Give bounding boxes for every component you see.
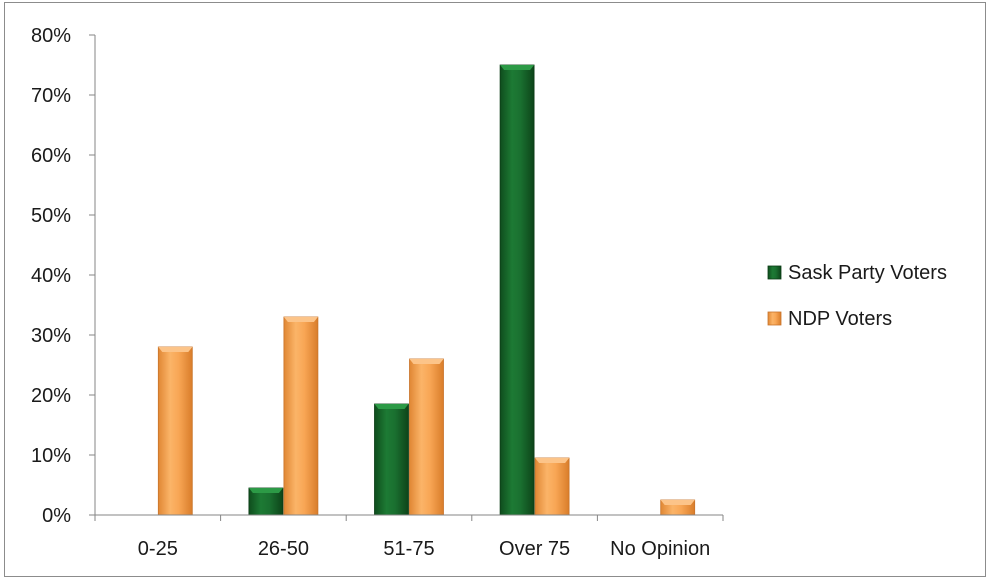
- legend-label: Sask Party Voters: [788, 262, 947, 284]
- x-tick-label: 0-25: [138, 538, 178, 560]
- bar-body: [409, 358, 444, 516]
- x-tick-label: 26-50: [258, 538, 309, 560]
- y-tick-label: 60%: [31, 145, 71, 167]
- bar-cap: [158, 347, 193, 352]
- bar-cap: [374, 404, 409, 409]
- bar-ndp: [660, 499, 696, 516]
- bar-body: [499, 64, 535, 516]
- y-axis: 0% 10% 20% 30% 40% 50% 60% 70% 80%: [31, 25, 95, 527]
- legend-swatch: [767, 265, 782, 280]
- bar-ndp: [283, 316, 319, 516]
- legend-label: NDP Voters: [788, 308, 892, 330]
- bar-cap: [248, 488, 283, 493]
- y-tick-label: 10%: [31, 445, 71, 467]
- bar-cap: [660, 500, 695, 505]
- y-tick-label: 40%: [31, 265, 71, 287]
- bar-cap: [283, 317, 318, 322]
- x-axis: 0-25 26-50 51-75 Over 75 No Opinion: [94, 515, 724, 560]
- y-tick-label: 70%: [31, 85, 71, 107]
- axes-lines: [94, 35, 723, 516]
- bar-body: [157, 346, 193, 516]
- bars: [157, 64, 696, 516]
- bar-cap: [500, 65, 535, 70]
- y-tick-label: 50%: [31, 205, 71, 227]
- bar-ndp: [534, 457, 570, 516]
- bar-ndp: [157, 346, 193, 516]
- x-tick-label: 51-75: [383, 538, 434, 560]
- legend: Sask Party Voters NDP Voters: [767, 262, 947, 330]
- bar-body: [283, 316, 319, 516]
- bar-sask-party: [248, 487, 284, 516]
- y-tick-label: 0%: [42, 505, 71, 527]
- y-tick-label: 30%: [31, 325, 71, 347]
- legend-swatch: [767, 311, 782, 326]
- bar-sask-party: [374, 403, 409, 516]
- x-tick-label: Over 75: [499, 538, 570, 560]
- legend-item-ndp: NDP Voters: [767, 308, 892, 330]
- bar-body: [534, 457, 570, 516]
- bar-body: [374, 403, 409, 516]
- x-tick-label: No Opinion: [610, 538, 710, 560]
- y-tick-label: 80%: [31, 25, 71, 47]
- y-tick-label: 20%: [31, 385, 71, 407]
- bar-cap: [535, 458, 570, 463]
- bar-sask-party: [499, 64, 535, 516]
- legend-item-sask-party: Sask Party Voters: [767, 262, 947, 284]
- bar-cap: [409, 359, 444, 364]
- bar-ndp: [409, 358, 444, 516]
